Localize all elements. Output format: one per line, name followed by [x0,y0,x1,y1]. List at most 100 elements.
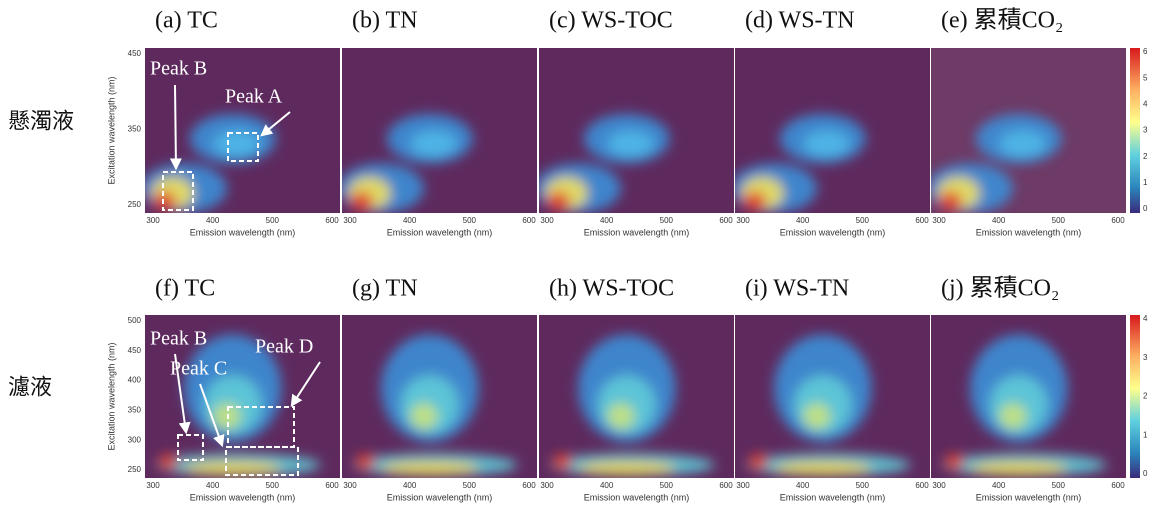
x-axis-label: Emission wavelength (nm) [780,227,886,237]
panel-title: (e) 累積CO₂ [941,7,1063,34]
x-axis-label: Emission wavelength (nm) [976,492,1082,502]
x-tick-label: 300 [932,481,946,490]
panel-title: (c) WS-TOC [549,8,673,34]
panel-title: (g) TN [352,276,418,302]
intensity-region [607,403,634,429]
intensity-region [410,403,437,429]
colorbar [1130,315,1140,478]
y-tick-label: 450 [128,346,142,355]
colorbar-tick-label: 5 [1143,73,1148,82]
x-tick-label: 500 [856,481,870,490]
x-tick-label: 600 [325,481,339,490]
intensity-region [159,454,179,470]
peak-label: Peak D [255,336,313,358]
y-axis-label: Excitation wavelength (nm) [106,76,116,184]
colorbar-tick-label: 2 [1143,152,1148,161]
x-tick-label: 400 [600,216,614,225]
x-axis-label: Emission wavelength (nm) [584,227,690,237]
panel-title: (f) TC [155,276,215,302]
peak-label: Peak A [225,86,283,108]
heatmap [931,315,1126,478]
x-tick-label: 300 [932,216,946,225]
x-tick-label: 400 [206,481,220,490]
intensity-region [553,454,573,470]
x-axis-label: Emission wavelength (nm) [780,492,886,502]
x-tick-label: 500 [856,216,870,225]
x-tick-label: 300 [540,216,554,225]
panel-title: (j) 累積CO₂ [941,275,1059,302]
y-axis-label: Excitation wavelength (nm) [106,342,116,450]
intensity-region [356,454,376,470]
y-tick-label: 300 [128,435,142,444]
x-tick-label: 600 [325,216,339,225]
x-axis-label: Emission wavelength (nm) [584,492,690,502]
row-label: 濾液 [8,376,52,401]
colorbar-tick-label: 0 [1143,469,1148,478]
x-tick-label: 500 [463,481,477,490]
heatmap [539,315,734,478]
colorbar-tick-label: 3 [1143,126,1148,135]
panel-title: (b) TN [352,8,418,34]
x-tick-label: 600 [719,216,733,225]
peak-arrow [175,85,176,168]
colorbar-tick-label: 4 [1143,99,1148,108]
heatmap [731,48,930,213]
x-axis-label: Emission wavelength (nm) [387,492,493,502]
x-tick-label: 400 [206,216,220,225]
y-tick-label: 350 [128,125,142,134]
x-tick-label: 400 [992,481,1006,490]
x-tick-label: 600 [915,216,929,225]
heatmap [342,315,537,478]
intensity-region [184,462,282,475]
x-tick-label: 400 [992,216,1006,225]
y-tick-label: 500 [128,316,142,325]
x-axis-label: Emission wavelength (nm) [190,227,296,237]
x-tick-label: 500 [1052,216,1066,225]
intensity-region [970,462,1068,475]
panel-title: (i) WS-TN [745,276,849,302]
colorbar-tick-label: 1 [1143,178,1148,187]
y-tick-label: 250 [128,465,142,474]
x-tick-label: 300 [343,216,357,225]
intensity-region [213,131,260,157]
x-axis-label: Emission wavelength (nm) [387,227,493,237]
x-tick-label: 500 [463,216,477,225]
intensity-region [999,131,1046,157]
y-tick-label: 350 [128,406,142,415]
x-tick-label: 300 [146,481,160,490]
panel-title: (a) TC [155,8,218,34]
intensity-region [774,462,872,475]
x-tick-label: 400 [403,216,417,225]
intensity-region [547,192,570,212]
x-tick-label: 600 [522,216,536,225]
intensity-region [607,131,654,157]
x-tick-label: 600 [1111,216,1125,225]
intensity-region [945,454,965,470]
heatmap [735,315,930,478]
row-label: 懸濁液 [8,110,74,135]
x-tick-label: 400 [796,481,810,490]
figure: 懸濁液(a) TC300400500600Emission wavelength… [0,0,1152,508]
intensity-region [999,403,1026,429]
x-tick-label: 500 [1052,481,1066,490]
intensity-region [153,192,176,212]
intensity-region [939,192,962,212]
intensity-region [743,192,766,212]
colorbar-tick-label: 4 [1143,314,1148,323]
y-tick-label: 250 [128,200,142,209]
heatmap [535,48,734,213]
peak-label: Peak B [150,328,207,350]
y-tick-label: 400 [128,376,142,385]
intensity-region [803,403,830,429]
panel-title: (h) WS-TOC [549,276,674,302]
x-tick-label: 600 [719,481,733,490]
panel-title: (d) WS-TN [745,8,855,34]
peak-label: Peak B [150,58,207,80]
intensity-region [350,192,373,212]
colorbar-tick-label: 0 [1143,204,1148,213]
colorbar-tick-label: 1 [1143,430,1148,439]
intensity-region [803,131,850,157]
heatmap [338,48,537,213]
x-tick-label: 500 [266,216,280,225]
y-tick-label: 450 [128,49,142,58]
